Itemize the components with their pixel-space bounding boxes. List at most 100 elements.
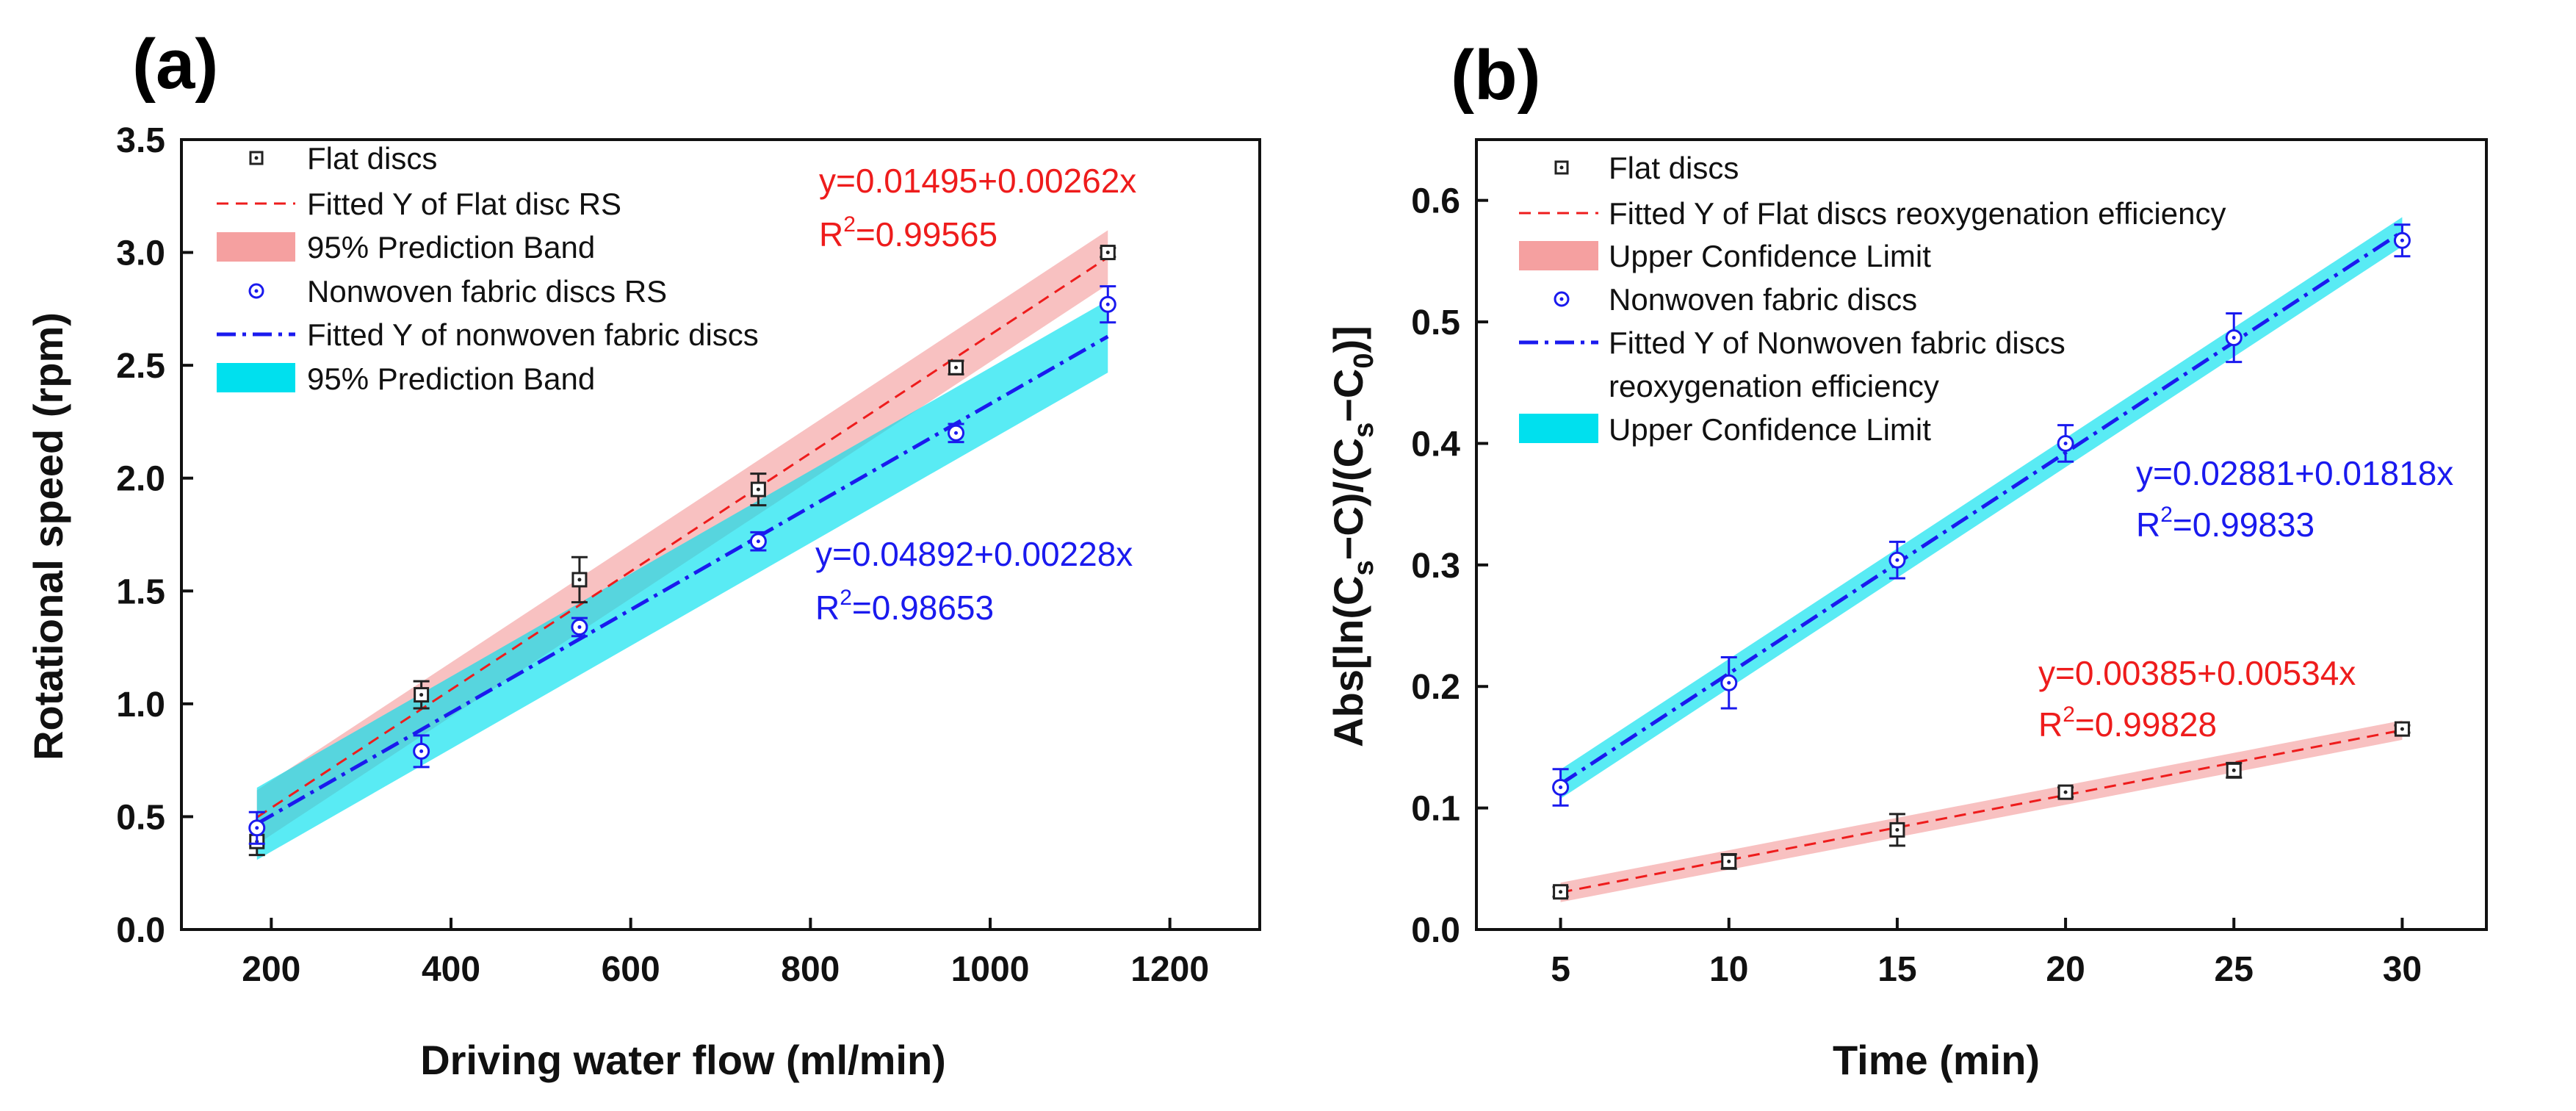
legend-b-nonwoven-marker [1554,291,1570,307]
panel-a-point-flat-3 [750,472,767,507]
legend-a-nonwoven-band-label: 95% Prediction Band [307,362,595,396]
panel-b-ylabel: Abs[ln(Cs−C)/(Cs−C0)] [1325,326,1379,747]
legend-a-flat-marker [249,151,264,165]
panel-a-ytick-label: 0.0 [116,911,165,950]
panel-b-ytick-label: 0.5 [1411,303,1460,342]
panel-a-eq-nonwoven: y=0.04892+0.00228x [815,535,1133,573]
legend-b-flat-band-swatch [1519,241,1598,270]
legend-b-flat-fit-label: Fitted Y of Flat discs reoxygenation eff… [1609,196,2226,231]
panel-a-point-flat-4 [948,359,964,375]
panel-b-xtick-label: 15 [1877,950,1916,989]
panel-b-r2-flat: R2=0.99828 [2038,702,2217,744]
legend-b-flat-label: Flat discs [1609,151,1739,185]
panel-b-point-nonwoven-0 [1552,768,1570,807]
panel-b-frame [1475,138,2488,931]
legend-a-flat-label: Flat discs [307,141,437,176]
panel-a-r2-nonwoven: R2=0.98653 [815,586,994,627]
panel-b-ytick-label: 0.3 [1411,547,1460,586]
legend-b-nonwoven-band-label: Upper Confidence Limit [1609,412,1931,447]
legend-b-nonwoven-band-swatch [1519,414,1598,443]
panel-a-ytick-label: 2.5 [116,347,165,386]
panel-a-ylabel: Rotational speed (rpm) [25,312,71,761]
panel-a-legend: Flat discs Fitted Y of Flat disc RS 95% … [217,141,759,396]
panel-a-ytick-label: 3.5 [116,121,165,160]
panel-a-xtick-label: 1200 [1130,950,1209,989]
legend-b-nonwoven-fit-label: Fitted Y of Nonwoven fabric discs [1609,326,2066,360]
panel-b-axes: 5 10 15 20 25 30 0.0 0.1 0.2 0.3 0.4 0.5 0.6 [1411,138,2488,989]
panel-a-bands [256,230,1108,860]
panel-b-fit-line-0 [1560,729,2403,894]
panel-a-point-nonwoven-5 [1099,285,1116,324]
panel-a-r2-flat: R2=0.99565 [819,212,997,254]
panel-b-data-points [1552,223,2411,900]
panel-b-point-flat-0 [1552,884,1569,900]
panel-b-xtick-label: 30 [2383,950,2422,989]
legend-a-nonwoven-band-swatch [217,363,295,392]
panel-a-xtick-label: 400 [422,950,480,989]
panel-a-ytick-label: 2.0 [116,460,165,499]
panel-b-ytick-label: 0.1 [1411,790,1460,829]
panel-a-fit-line-0 [256,256,1109,819]
panel-a-ytick-label: 0.5 [116,798,165,837]
legend-a-nonwoven-marker [248,283,264,299]
legend-a-flat-band-swatch [217,232,295,262]
panel-a-point-nonwoven-4 [948,423,965,444]
panel-b-point-flat-2 [1888,813,1905,847]
panel-b-ytick-label: 0.0 [1411,911,1460,950]
panel-a-point-nonwoven-0 [248,810,266,845]
panel-a-xlabel: Driving water flow (ml/min) [420,1037,946,1083]
panel-a-band-1 [256,300,1108,860]
panel-a-point-nonwoven-2 [571,616,588,638]
panel-b-r2-nonwoven: R2=0.99833 [2136,503,2315,544]
panel-a-point-flat-5 [1100,245,1116,261]
panel-b-point-nonwoven-4 [2225,312,2243,364]
legend-b-nonwoven-label: Nonwoven fabric discs [1609,282,1917,317]
legend-b-flat-band-label: Upper Confidence Limit [1609,239,1931,273]
panel-a-label: (a) [132,25,218,104]
panel-b: (b) 5 10 15 20 25 30 0.0 0.1 0.2 0.3 0.4 0.5 0.6 Tim… [1325,36,2488,1083]
panel-b-eq-nonwoven: y=0.02881+0.01818x [2136,454,2453,492]
panel-b-xtick-label: 5 [1551,950,1570,989]
panel-b-ytick-label: 0.4 [1411,425,1460,464]
panel-b-point-nonwoven-1 [1720,656,1738,710]
panel-a-xtick-label: 600 [602,950,660,989]
legend-a-flat-band-label: 95% Prediction Band [307,230,595,265]
legend-a-flat-fit-label: Fitted Y of Flat disc RS [307,187,621,221]
panel-a-point-flat-2 [571,556,588,604]
panel-a-frame [180,138,1261,931]
panel-b-eq-flat: y=0.00385+0.00534x [2038,654,2356,692]
panel-a-point-nonwoven-1 [413,734,430,769]
panel-b-point-nonwoven-5 [2393,223,2411,258]
panel-a-ytick-label: 1.5 [116,572,165,611]
panel-a-point-nonwoven-3 [749,531,767,552]
panel-b-ytick-label: 0.6 [1411,182,1460,221]
panel-a-ytick-label: 1.0 [116,686,165,725]
panel-b-point-flat-5 [2394,721,2411,737]
panel-b-fit-lines [1559,230,2403,894]
legend-a-nonwoven-label: Nonwoven fabric discs RS [307,274,667,309]
panel-a-fit-lines [256,256,1109,826]
panel-b-xtick-label: 10 [1709,950,1748,989]
panel-b-ytick-label: 0.2 [1411,668,1460,707]
panel-b-xtick-label: 25 [2215,950,2254,989]
panel-b-point-nonwoven-2 [1888,540,1906,580]
panel-b-legend: Flat discs Fitted Y of Flat discs reoxyg… [1519,151,2226,447]
panel-b-xlabel: Time (min) [1833,1037,2040,1083]
panel-a-xtick-label: 200 [242,950,300,989]
panel-a-point-flat-1 [413,680,430,710]
panel-a-xtick-label: 1000 [951,950,1030,989]
panel-a-ytick-label: 3.0 [116,234,165,273]
panel-b-xtick-label: 20 [2046,950,2085,989]
panel-a-xtick-label: 800 [781,950,840,989]
panel-b-point-flat-4 [2226,761,2243,779]
panel-b-band-1 [1560,217,2403,799]
panel-b-point-flat-3 [2057,784,2074,800]
legend-b-flat-marker [1554,160,1569,175]
legend-a-nonwoven-fit-label: Fitted Y of nonwoven fabric discs [307,317,759,352]
panel-a: (a) 200 400 600 800 1000 12000.00.51.01.52.02… [25,25,1261,1083]
panel-a-eq-flat: y=0.01495+0.00262x [819,162,1136,200]
panel-b-fit-line-1 [1559,230,2403,786]
panel-b-point-nonwoven-3 [2057,424,2074,463]
panel-a-axes: 200 400 600 800 1000 1200 0.0 0.5 1.0 1.5 2.0 2.5 3.… [116,121,1261,989]
